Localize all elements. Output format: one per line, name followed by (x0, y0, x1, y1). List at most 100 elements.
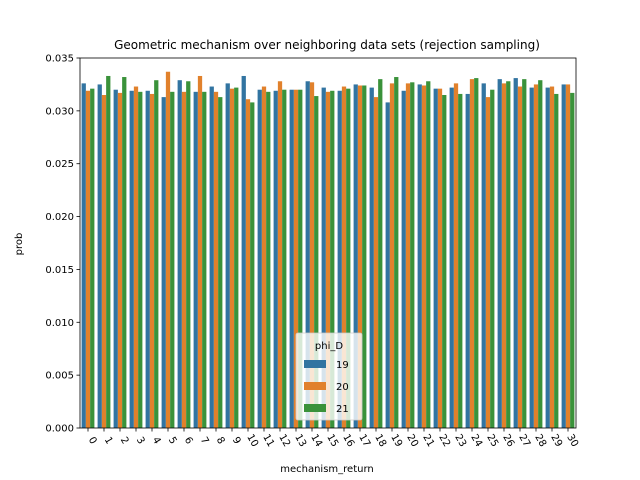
bar-20-12 (277, 81, 283, 428)
bar-20-19 (389, 83, 395, 429)
bar-21-12 (282, 89, 287, 429)
x-tick-label: 12 (276, 432, 292, 449)
legend-title: phi_D (315, 341, 343, 352)
bar-19-17 (353, 84, 358, 429)
bar-21-8 (218, 97, 223, 429)
x-tick-label: 0 (86, 435, 99, 446)
x-tick-label: 13 (292, 432, 308, 449)
bar-19-11 (257, 89, 262, 429)
chart-title: Geometric mechanism over neighboring dat… (114, 38, 540, 52)
bar-19-2 (113, 89, 118, 429)
y-axis-label: prob (14, 233, 25, 256)
bar-20-21 (421, 85, 427, 429)
bar-21-5 (170, 91, 175, 428)
bar-21-14 (314, 96, 319, 428)
x-tick-label: 11 (260, 432, 276, 449)
x-tick-label: 17 (356, 432, 372, 449)
x-tick-label: 26 (500, 432, 516, 449)
legend-label-20: 20 (336, 382, 349, 393)
bar-21-17 (362, 85, 367, 429)
x-axis-label: mechanism_return (280, 464, 374, 475)
x-tick-label: 20 (404, 432, 420, 449)
bar-19-13 (289, 89, 294, 429)
bars-layer (81, 71, 575, 429)
bar-20-3 (133, 86, 139, 428)
legend-swatch-21 (304, 404, 326, 412)
bar-19-23 (449, 87, 454, 428)
x-tick-label: 2 (118, 435, 131, 446)
x-tick-label: 29 (548, 432, 564, 449)
legend-swatch-19 (304, 360, 326, 368)
bar-19-14 (305, 81, 310, 428)
bar-19-6 (177, 80, 182, 428)
bar-20-20 (405, 83, 411, 429)
legend-label-21: 21 (336, 404, 349, 415)
legend-label-19: 19 (336, 360, 349, 371)
bar-21-28 (538, 80, 543, 428)
bar-20-9 (229, 88, 235, 428)
bar-20-23 (453, 83, 459, 429)
legend-swatch-20 (304, 382, 326, 390)
bar-21-21 (426, 81, 431, 428)
x-tick-label: 8 (214, 435, 227, 446)
bar-21-20 (410, 82, 415, 428)
bar-20-15 (325, 91, 331, 428)
bar-20-29 (549, 86, 555, 428)
x-tick-label: 5 (166, 435, 179, 446)
bar-21-6 (186, 81, 191, 428)
legend: phi_D 19 20 21 (295, 332, 363, 421)
bar-21-16 (346, 88, 351, 428)
bar-20-13 (293, 89, 299, 429)
bar-19-1 (97, 84, 102, 429)
bar-20-26 (501, 83, 507, 429)
bar-19-8 (209, 86, 214, 428)
bar-19-27 (513, 78, 518, 428)
bar-19-19 (385, 102, 390, 429)
y-tick-label: 0.020 (45, 212, 74, 223)
bar-19-16 (337, 90, 342, 429)
x-tick-label: 9 (230, 435, 243, 446)
y-tick-label: 0.010 (45, 318, 74, 329)
bar-21-2 (122, 77, 127, 428)
x-tick-label: 28 (532, 432, 548, 449)
bar-21-13 (298, 89, 303, 429)
x-tick-label: 27 (516, 432, 532, 449)
bar-20-11 (261, 86, 267, 428)
bar-19-18 (369, 87, 374, 428)
bar-19-3 (129, 90, 134, 429)
x-tick-label: 10 (244, 432, 260, 449)
bar-19-4 (145, 90, 150, 429)
bar-20-2 (117, 92, 123, 428)
bar-19-10 (241, 75, 246, 428)
x-tick-label: 23 (452, 432, 468, 449)
bar-20-17 (357, 85, 363, 429)
x-tick-label: 14 (308, 432, 324, 449)
x-tick-label: 22 (436, 432, 452, 449)
y-tick-label: 0.005 (45, 371, 74, 382)
x-tick-label: 1 (102, 435, 115, 446)
bar-21-24 (474, 78, 479, 428)
bar-21-26 (506, 81, 511, 428)
bar-21-29 (554, 93, 559, 428)
bar-20-0 (85, 90, 91, 429)
bar-20-8 (213, 91, 219, 428)
y-tick-label: 0.015 (45, 265, 74, 276)
bar-20-4 (149, 93, 155, 428)
bar-19-30 (561, 84, 566, 429)
bar-19-24 (465, 93, 470, 428)
bar-20-27 (517, 86, 523, 428)
x-tick-label: 19 (388, 432, 404, 449)
y-tick-label: 0.030 (45, 106, 74, 117)
bar-19-5 (161, 97, 166, 429)
bar-19-26 (497, 79, 502, 428)
bar-20-24 (469, 79, 475, 428)
bar-21-15 (330, 90, 335, 429)
y-tick-label: 0.035 (45, 54, 74, 65)
bar-20-14 (309, 82, 315, 428)
bar-19-29 (545, 87, 550, 428)
bar-19-21 (417, 84, 422, 429)
bar-21-22 (442, 95, 447, 428)
bar-21-1 (106, 75, 111, 428)
bar-19-9 (225, 83, 230, 429)
